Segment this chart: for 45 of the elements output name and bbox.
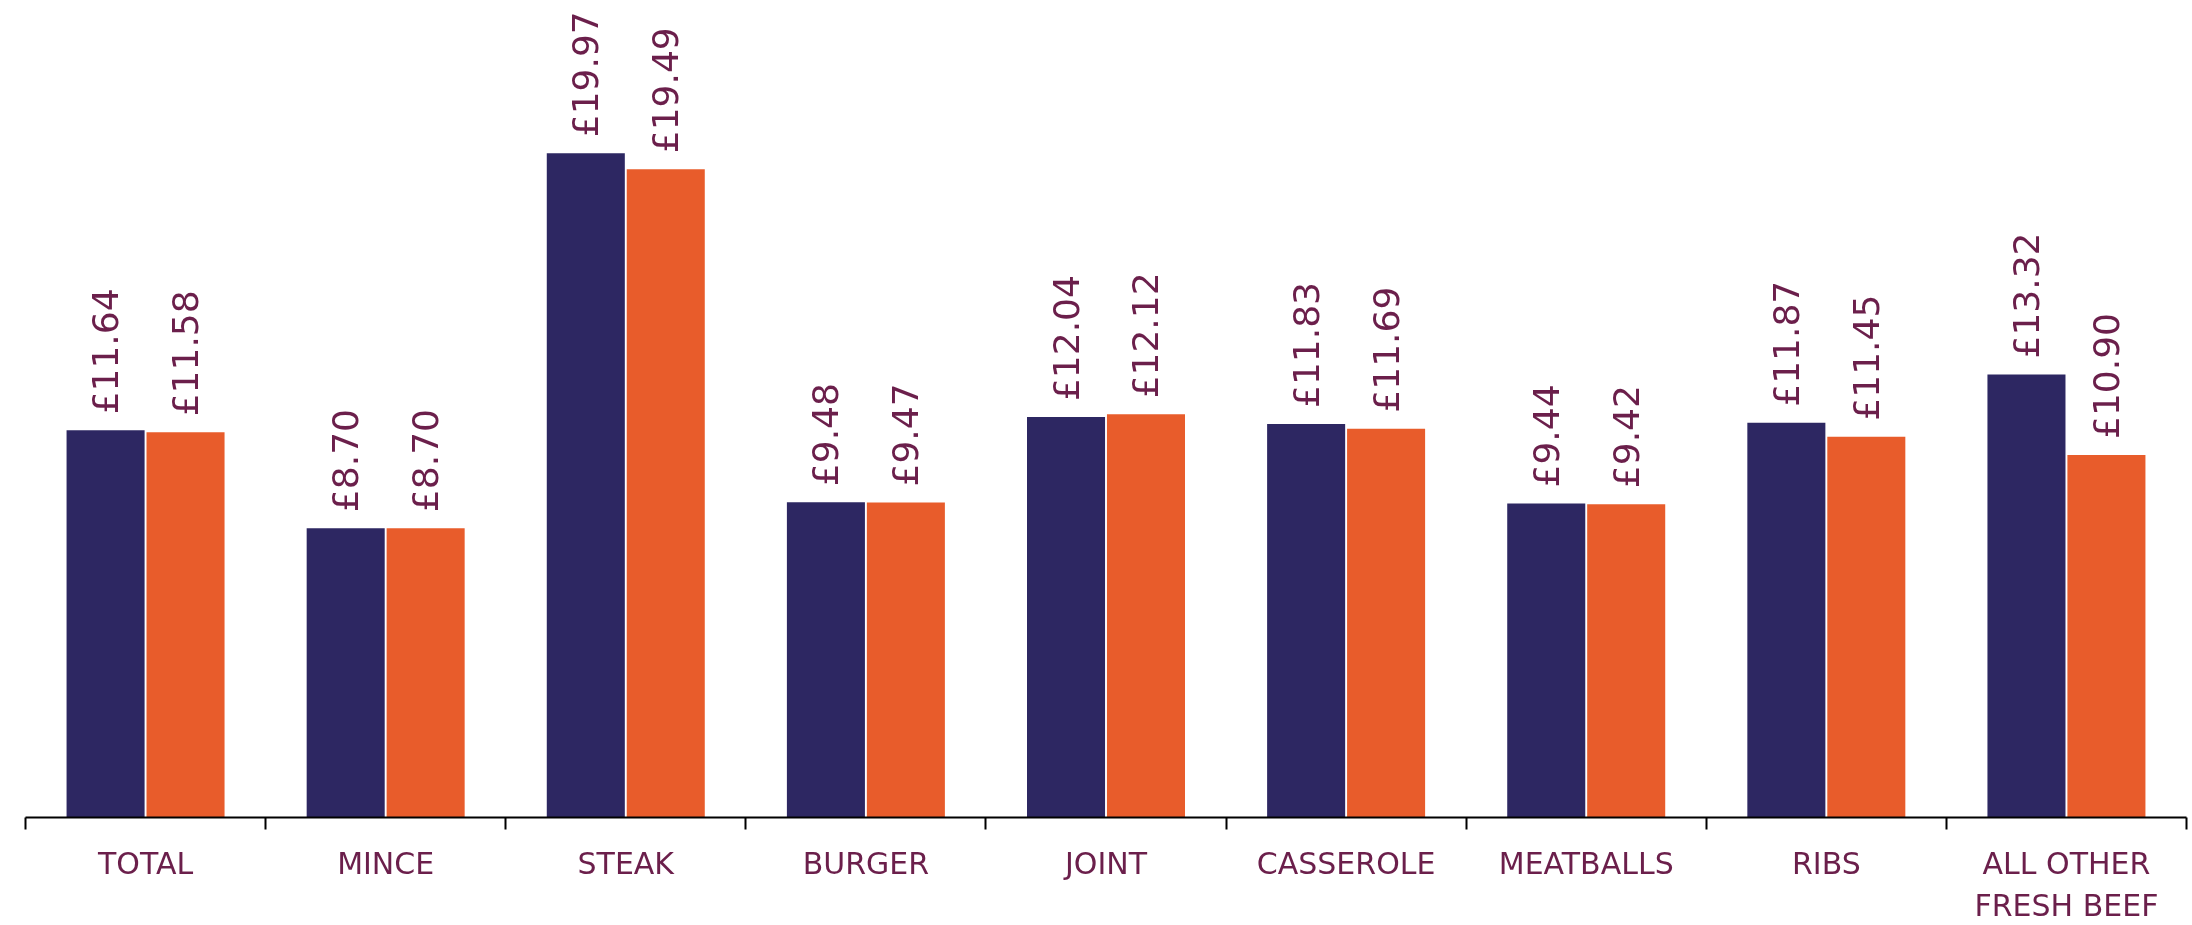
bar — [146, 432, 225, 818]
data-label: £19.97 — [565, 11, 607, 138]
bar — [1106, 414, 1185, 818]
bar — [1267, 424, 1346, 818]
x-tick-label: ALL OTHER FRESH BEEF — [1974, 845, 2159, 923]
data-label: £11.87 — [1765, 280, 1807, 407]
data-label: £9.42 — [1605, 385, 1647, 489]
bar — [866, 502, 945, 818]
bar — [626, 169, 705, 818]
x-tick-label: BURGER — [802, 845, 930, 881]
x-tick-label: STEAK — [577, 845, 676, 881]
bar — [66, 430, 145, 818]
data-label: £12.04 — [1045, 275, 1087, 402]
data-label: £11.45 — [1845, 294, 1887, 421]
data-label: £11.83 — [1285, 282, 1327, 409]
x-tick-label: JOINT — [1062, 845, 1148, 881]
data-label: £8.70 — [405, 409, 447, 513]
x-tick-label: RIBS — [1791, 845, 1861, 881]
data-label: £11.64 — [85, 288, 127, 415]
data-label: £9.48 — [805, 383, 847, 487]
bar — [1747, 422, 1826, 818]
bar — [1027, 417, 1106, 818]
bar — [786, 502, 865, 818]
bar — [1347, 428, 1426, 818]
bar — [1507, 503, 1586, 818]
bar — [306, 528, 385, 818]
bar — [1587, 504, 1666, 818]
x-tick-label: CASSEROLE — [1256, 845, 1436, 881]
data-label: £8.70 — [325, 409, 367, 513]
bar — [2067, 454, 2146, 818]
data-label: £12.12 — [1125, 272, 1167, 399]
bar — [386, 528, 465, 818]
data-label: £11.69 — [1365, 286, 1407, 413]
data-label: £9.47 — [885, 383, 927, 487]
x-tick-label: TOTAL — [96, 845, 194, 881]
x-tick-label: MINCE — [337, 845, 435, 881]
data-label: £11.58 — [165, 290, 207, 417]
x-tick-label: MEATBALLS — [1498, 845, 1674, 881]
data-label: £19.49 — [645, 27, 687, 154]
data-label: £9.44 — [1525, 384, 1567, 488]
bar — [1827, 436, 1906, 818]
bar — [1987, 374, 2066, 818]
data-label: £13.32 — [2005, 232, 2047, 359]
data-label: £10.90 — [2085, 312, 2127, 439]
bar — [546, 153, 625, 818]
